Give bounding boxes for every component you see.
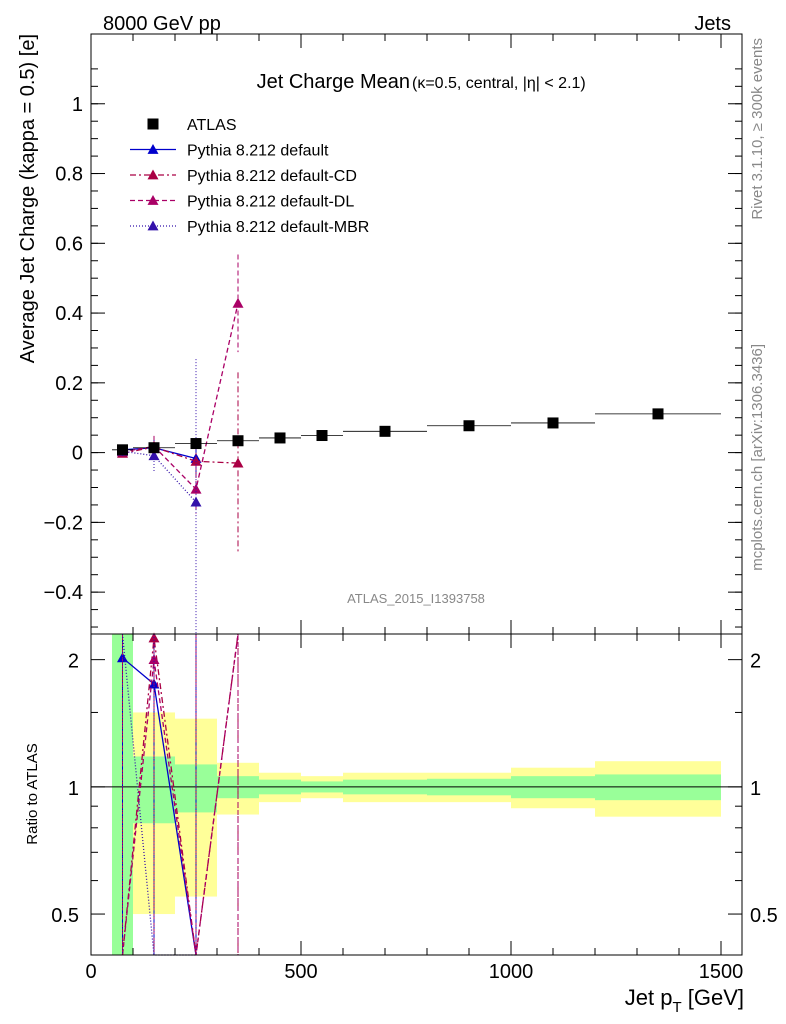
ratio-plot-frame <box>90 633 743 956</box>
legend-marker-series-1 <box>147 144 159 154</box>
series-4-point <box>190 496 202 507</box>
y-tick-label: 1 <box>72 94 83 116</box>
x-axis-label: Jet pT [GeV] <box>625 985 744 1016</box>
plot-title-suffix: (κ=0.5, central, |η| < 2.1) <box>412 75 586 92</box>
data-point <box>117 444 128 456</box>
series-3-ratio-line <box>121 633 239 956</box>
ratio-y-axis-label: Ratio to ATLAS <box>24 743 41 844</box>
legend-marker-series-4 <box>147 220 159 231</box>
series-4-point <box>148 450 160 461</box>
ratio-y-tick-label: 2 <box>68 651 79 673</box>
legend-label-series-3: Pythia 8.212 default-DL <box>187 194 354 211</box>
ratio-y-tick-label-right: 2 <box>750 651 761 673</box>
y-tick-label: −0.2 <box>44 512 83 534</box>
series-3-ratio-point <box>148 654 160 665</box>
legend-marker-series-3 <box>147 195 159 205</box>
ratio-plot-panel: Ratio to ATLAS <box>24 632 743 956</box>
y-tick-label: 0.8 <box>55 164 83 186</box>
ratio-y-tick-label: 0.5 <box>51 905 79 927</box>
analysis-watermark: ATLAS_2015_I1393758 <box>347 591 485 606</box>
y-tick-label: −0.4 <box>44 582 83 604</box>
data-point <box>148 442 160 454</box>
mcplots-label: mcplots.cern.ch [arXiv:1306.3436] <box>749 344 766 571</box>
x-tick-label: 1000 <box>489 961 534 983</box>
legend-label-series-2: Pythia 8.212 default-CD <box>187 168 357 185</box>
y-axis-label: Average Jet Charge (kappa = 0.5) [e] <box>17 34 39 363</box>
x-tick-label: 500 <box>284 961 317 983</box>
legend-label-series-1: Pythia 8.212 default <box>187 143 329 160</box>
legend-marker-data <box>147 118 159 130</box>
header-left: 8000 GeV pp <box>103 13 221 35</box>
legend-marker-series-2 <box>147 169 159 180</box>
ratio-y-tick-label-right: 0.5 <box>750 905 778 927</box>
data-point <box>652 408 664 420</box>
x-tick-label: 0 <box>85 961 96 983</box>
series-3-line <box>122 303 239 491</box>
series-3-point <box>232 297 244 308</box>
series-2-line <box>122 446 239 464</box>
series-2-ratio-line <box>121 633 239 956</box>
x-tick-label: 1500 <box>699 961 744 983</box>
series-4-line <box>122 450 197 503</box>
y-tick-label: 0.2 <box>55 373 83 395</box>
legend-label-series-4: Pythia 8.212 default-MBR <box>187 219 369 236</box>
data-point <box>274 432 286 444</box>
plot-title: Jet Charge Mean <box>257 71 410 93</box>
data-point <box>463 420 475 432</box>
series-2-point <box>232 457 244 468</box>
main-plot-panel: Jet Charge Mean (κ=0.5, central, |η| < 2… <box>17 33 743 635</box>
data-point <box>316 430 328 442</box>
rivet-label: Rivet 3.1.10, ≥ 300k events <box>749 38 766 220</box>
y-tick-label: 0.4 <box>55 303 83 325</box>
legend-label-data: ATLAS <box>187 117 237 134</box>
header-right: Jets <box>694 13 731 35</box>
data-point <box>379 425 391 437</box>
y-tick-label: 0.6 <box>55 233 83 255</box>
series-2-point <box>190 455 202 466</box>
legend: ATLAS Pythia 8.212 default Pythia 8.212 de… <box>130 117 369 236</box>
y-tick-label: 0 <box>72 443 83 465</box>
data-point <box>232 435 244 447</box>
data-point <box>547 417 559 429</box>
ratio-y-tick-label: 1 <box>68 778 79 800</box>
data-point <box>190 438 202 450</box>
ratio-y-tick-label-right: 1 <box>750 778 761 800</box>
